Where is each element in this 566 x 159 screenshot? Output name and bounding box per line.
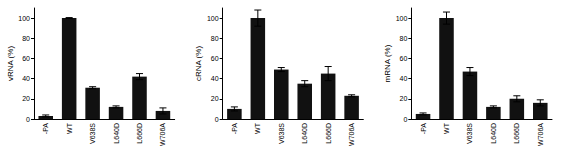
svg-text:0: 0 [26, 116, 30, 123]
svg-text:0: 0 [215, 116, 219, 123]
svg-text:cRNA (%): cRNA (%) [194, 46, 203, 81]
svg-text:V638S: V638S [89, 123, 96, 144]
svg-text:100: 100 [396, 15, 408, 22]
svg-text:100: 100 [207, 15, 219, 22]
svg-text:40: 40 [400, 75, 408, 82]
svg-text:V638S: V638S [278, 123, 285, 144]
svg-text:100: 100 [18, 15, 30, 22]
svg-text:-PA: -PA [420, 123, 427, 134]
svg-text:mRNA (%): mRNA (%) [383, 44, 392, 82]
svg-text:L666D: L666D [325, 123, 332, 144]
svg-text:V638S: V638S [466, 123, 473, 144]
svg-text:20: 20 [22, 95, 30, 102]
svg-text:20: 20 [400, 95, 408, 102]
svg-text:WT: WT [254, 122, 261, 134]
svg-text:vRNA (%): vRNA (%) [6, 46, 15, 81]
svg-text:L666D: L666D [513, 123, 520, 144]
svg-text:-PA: -PA [42, 123, 49, 134]
svg-text:L640D: L640D [113, 123, 120, 144]
svg-text:WT: WT [443, 122, 450, 134]
svg-text:L640D: L640D [490, 123, 497, 144]
svg-text:60: 60 [22, 55, 30, 62]
svg-text:W706A: W706A [537, 123, 544, 146]
svg-text:40: 40 [211, 75, 219, 82]
svg-text:L640D: L640D [301, 123, 308, 144]
svg-text:80: 80 [22, 35, 30, 42]
svg-text:20: 20 [211, 95, 219, 102]
svg-text:60: 60 [400, 55, 408, 62]
svg-text:0: 0 [403, 116, 407, 123]
svg-text:80: 80 [400, 35, 408, 42]
svg-text:L666D: L666D [136, 123, 143, 144]
svg-text:60: 60 [211, 55, 219, 62]
svg-text:80: 80 [211, 35, 219, 42]
svg-text:40: 40 [22, 75, 30, 82]
svg-text:W706A: W706A [159, 123, 166, 146]
svg-text:WT: WT [66, 122, 73, 134]
svg-text:W706A: W706A [348, 123, 355, 146]
svg-text:-PA: -PA [231, 123, 238, 134]
